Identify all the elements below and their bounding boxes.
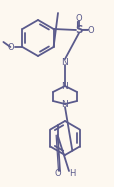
Text: H: H bbox=[68, 169, 75, 179]
Text: S: S bbox=[75, 25, 82, 35]
Text: N: N bbox=[61, 82, 68, 91]
Text: O: O bbox=[54, 169, 61, 179]
Text: O: O bbox=[8, 42, 14, 51]
Text: O: O bbox=[75, 13, 82, 22]
Text: N: N bbox=[61, 57, 68, 67]
Text: O: O bbox=[87, 25, 93, 34]
Text: N: N bbox=[61, 99, 68, 108]
